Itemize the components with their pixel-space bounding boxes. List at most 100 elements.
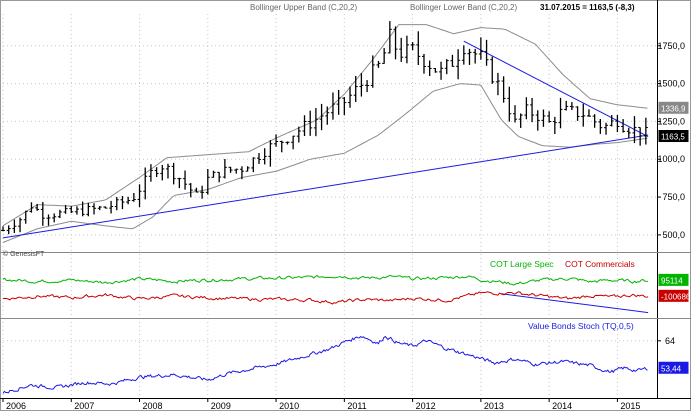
price-bar — [285, 141, 290, 145]
price-bar — [564, 100, 569, 111]
right-axis: 500,0 750,0 1000,0 1250,0 1500,0 1750,0 64 — [657, 41, 685, 346]
price-bar — [404, 35, 409, 64]
price-bar — [109, 200, 114, 214]
price-bar — [473, 48, 478, 64]
price-bar — [183, 170, 188, 190]
price-bar — [490, 56, 495, 84]
svg-text:53,44: 53,44 — [661, 364, 682, 373]
price-bar — [421, 53, 426, 74]
price-bar — [40, 201, 45, 226]
price-bar — [370, 55, 375, 88]
last-stoch-badge: 53,44 — [658, 361, 689, 374]
cot-series-0 — [2, 274, 649, 286]
price-bar — [154, 167, 159, 178]
price-bar — [6, 225, 11, 235]
price-bar — [86, 202, 91, 217]
price-bar — [308, 110, 313, 136]
price-bar — [598, 119, 603, 134]
price-bar — [222, 158, 227, 179]
xtick-label-2010: 2010 — [279, 401, 299, 411]
price-bar — [325, 106, 330, 125]
ytick-label-1000,0: 1000,0 — [657, 154, 685, 164]
price-bar — [518, 113, 523, 128]
svg-text:1163,5: 1163,5 — [661, 133, 685, 142]
price-bar — [416, 31, 421, 66]
price-bar — [245, 166, 250, 172]
header-upper-band: Bollinger Upper Band (C,20,2) — [250, 3, 358, 12]
price-bar — [456, 49, 461, 80]
stoch-ytick-label-64: 64 — [665, 336, 675, 346]
price-bar — [484, 39, 489, 66]
bollinger-upper-line — [2, 24, 648, 227]
price-bar — [160, 164, 165, 181]
price-bar — [632, 116, 637, 144]
price-bar — [239, 166, 244, 180]
price-bar — [103, 206, 108, 209]
cot-lines — [2, 274, 649, 305]
price-bar — [126, 196, 131, 205]
price-bar — [530, 97, 535, 123]
price-bar — [234, 168, 239, 174]
price-bar — [638, 126, 643, 146]
price-bar — [450, 54, 455, 67]
price-bar — [188, 183, 193, 198]
ytick-label-500,0: 500,0 — [662, 230, 685, 240]
price-bar — [382, 48, 387, 64]
price-bar — [393, 26, 398, 60]
price-bar — [575, 106, 580, 121]
price-bar — [439, 61, 444, 80]
price-bar — [200, 185, 205, 199]
legend-large-spec: COT Large Spec — [490, 259, 554, 269]
xtick-label-2011: 2011 — [347, 401, 366, 411]
price-bar — [1, 226, 5, 232]
xtick-label-2007: 2007 — [74, 401, 94, 411]
price-bar — [427, 60, 432, 76]
price-bar — [35, 203, 40, 211]
xtick-label-2009: 2009 — [211, 401, 231, 411]
price-bar — [319, 103, 324, 131]
price-bar — [376, 60, 381, 68]
price-bar — [353, 75, 358, 103]
price-bar — [12, 219, 17, 234]
price-bar — [205, 168, 210, 195]
price-bar — [291, 135, 296, 150]
price-bar — [63, 205, 68, 214]
ytick-label-1500,0: 1500,0 — [657, 79, 685, 89]
price-bar — [507, 86, 512, 122]
price-bar — [348, 86, 353, 108]
price-bar — [495, 72, 500, 96]
svg-text:1336,9: 1336,9 — [661, 104, 686, 113]
price-bar — [274, 134, 279, 147]
price-bar — [251, 157, 256, 173]
price-bar — [410, 42, 415, 51]
price-bar — [228, 166, 233, 173]
svg-text:-100686: -100686 — [661, 292, 691, 301]
stoch-line — [2, 335, 648, 394]
xtick-label-2013: 2013 — [484, 401, 504, 411]
last-large-spec-badge: 95114 — [658, 273, 689, 286]
price-bar — [69, 206, 74, 214]
price-bar — [131, 192, 136, 202]
legend-commercials: COT Commercials — [565, 259, 635, 269]
price-bar — [217, 171, 222, 183]
price-bar — [114, 197, 119, 211]
xtick-label-2014: 2014 — [552, 401, 572, 411]
price-bar — [467, 48, 472, 65]
xtick-label-2008: 2008 — [143, 401, 163, 411]
xtick-label-2012: 2012 — [416, 401, 436, 411]
price-bar — [330, 92, 335, 120]
bollinger-bands — [2, 24, 648, 243]
price-bar — [74, 206, 79, 215]
price-bar — [177, 177, 182, 189]
price-bar — [268, 140, 273, 167]
price-bar — [604, 122, 609, 135]
price-bar — [399, 37, 404, 62]
price-bar — [165, 163, 170, 179]
price-bar — [586, 109, 591, 117]
price-bar — [621, 119, 626, 133]
price-bar — [552, 116, 557, 134]
price-bar — [80, 201, 85, 217]
price-bar — [46, 214, 51, 226]
